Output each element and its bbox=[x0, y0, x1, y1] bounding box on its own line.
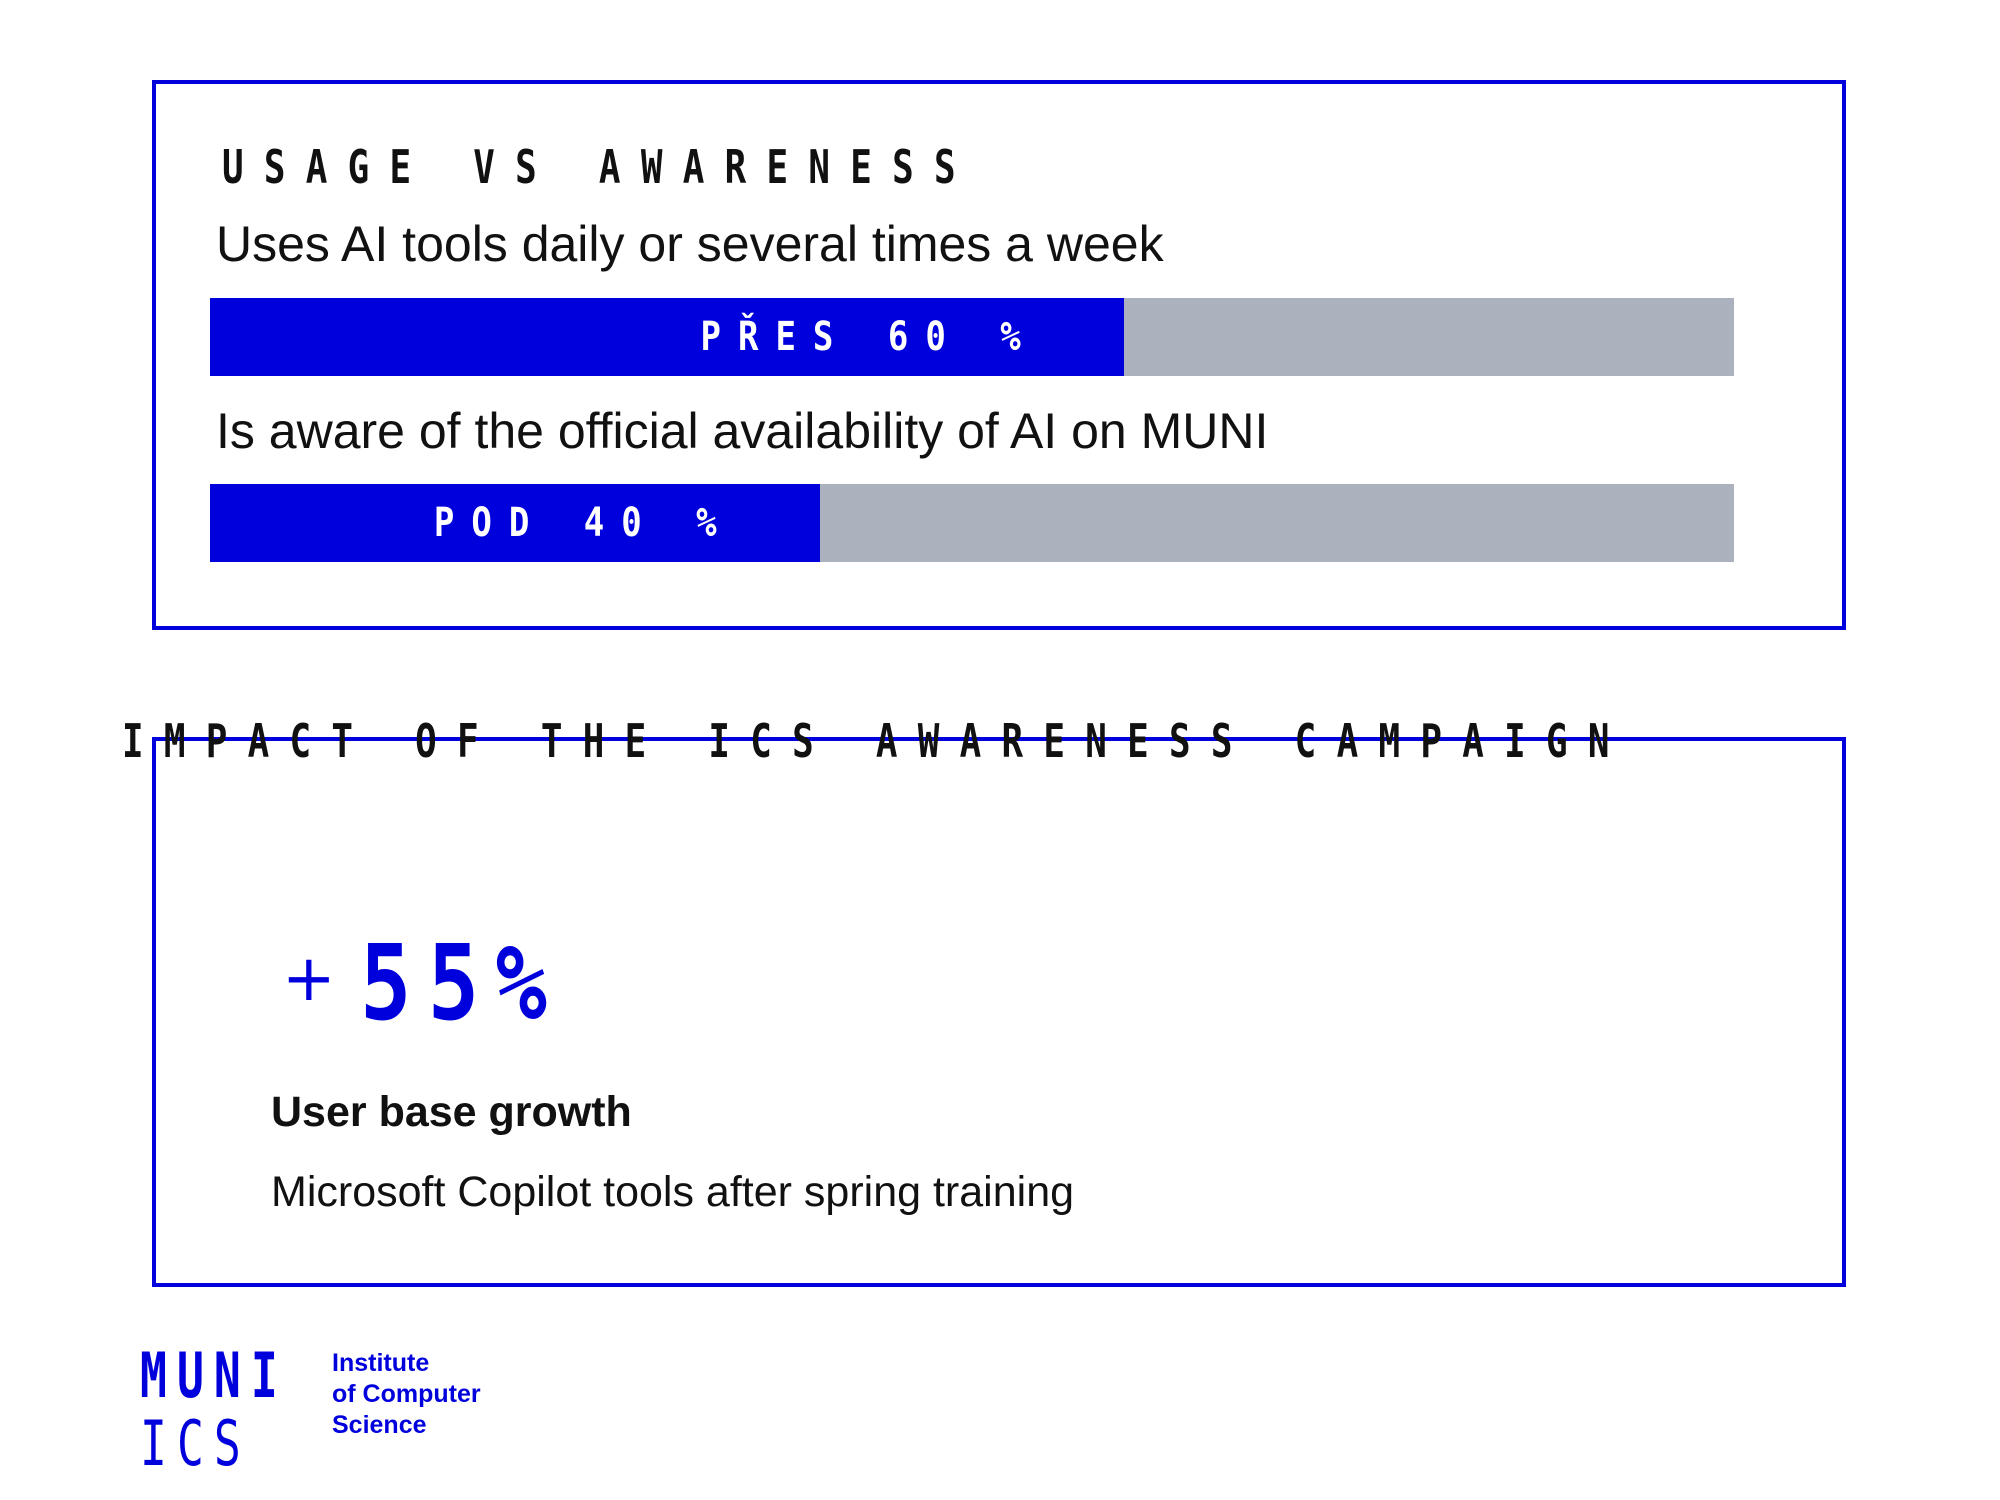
logo-text-line-1: Institute bbox=[332, 1349, 430, 1377]
bar-track: POD 40 % bbox=[210, 484, 1734, 562]
impact-heading: IMPACT OF THE ICS AWARENESS CAMPAIGN bbox=[122, 714, 1630, 768]
impact-plus-sign: + bbox=[282, 942, 336, 1016]
logo-mark-muni: MUNI bbox=[140, 1339, 288, 1412]
impact-subtitle: User base growth bbox=[271, 1088, 632, 1136]
impact-value: + 55% bbox=[282, 931, 607, 1035]
chart-title: USAGE VS AWARENESS bbox=[222, 140, 976, 194]
impact-percentage: 55% bbox=[359, 922, 563, 1044]
bar-label: Is aware of the official availability of… bbox=[216, 403, 1269, 459]
usage-vs-awareness-card: USAGE VS AWARENESS Uses AI tools daily o… bbox=[152, 80, 1846, 630]
logo-text-line-2: of Computer bbox=[332, 1380, 481, 1408]
impact-description: Microsoft Copilot tools after spring tra… bbox=[271, 1168, 1075, 1216]
bar-value-label: PŘES 60 % bbox=[700, 314, 1038, 360]
bar-fill: PŘES 60 % bbox=[210, 298, 1124, 376]
bar-label: Uses AI tools daily or several times a w… bbox=[216, 216, 1164, 272]
logo-text-line-3: Science bbox=[332, 1411, 427, 1439]
impact-card: + 55% User base growth Microsoft Copilot… bbox=[152, 737, 1846, 1287]
muni-ics-logo: MUNI ICS Institute of Computer Science bbox=[140, 1345, 540, 1475]
bar-track: PŘES 60 % bbox=[210, 298, 1734, 376]
bar-fill: POD 40 % bbox=[210, 484, 820, 562]
logo-mark-ics: ICS bbox=[140, 1407, 251, 1480]
bar-value-label: POD 40 % bbox=[434, 500, 734, 546]
